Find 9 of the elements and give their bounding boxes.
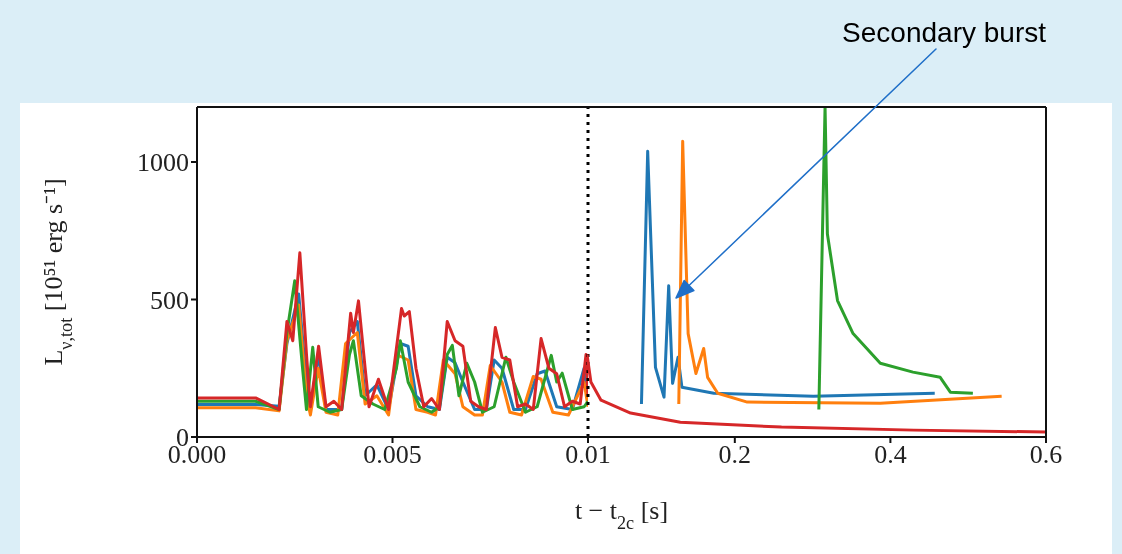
x-tick-label: 0.2 [718,440,752,470]
y-tick-label: 500 [150,285,189,315]
x-tick-label: 0.005 [363,440,422,470]
text: Secondary burst [842,17,1047,48]
x-axis-title: t − t$_{2c}$ [s] [574,496,669,533]
y-tick-label: 1000 [137,148,189,178]
x-tick-label: 0.01 [565,440,611,470]
x-tick-label: 0.4 [874,440,907,470]
x-tick-label: 0.6 [1029,440,1063,470]
